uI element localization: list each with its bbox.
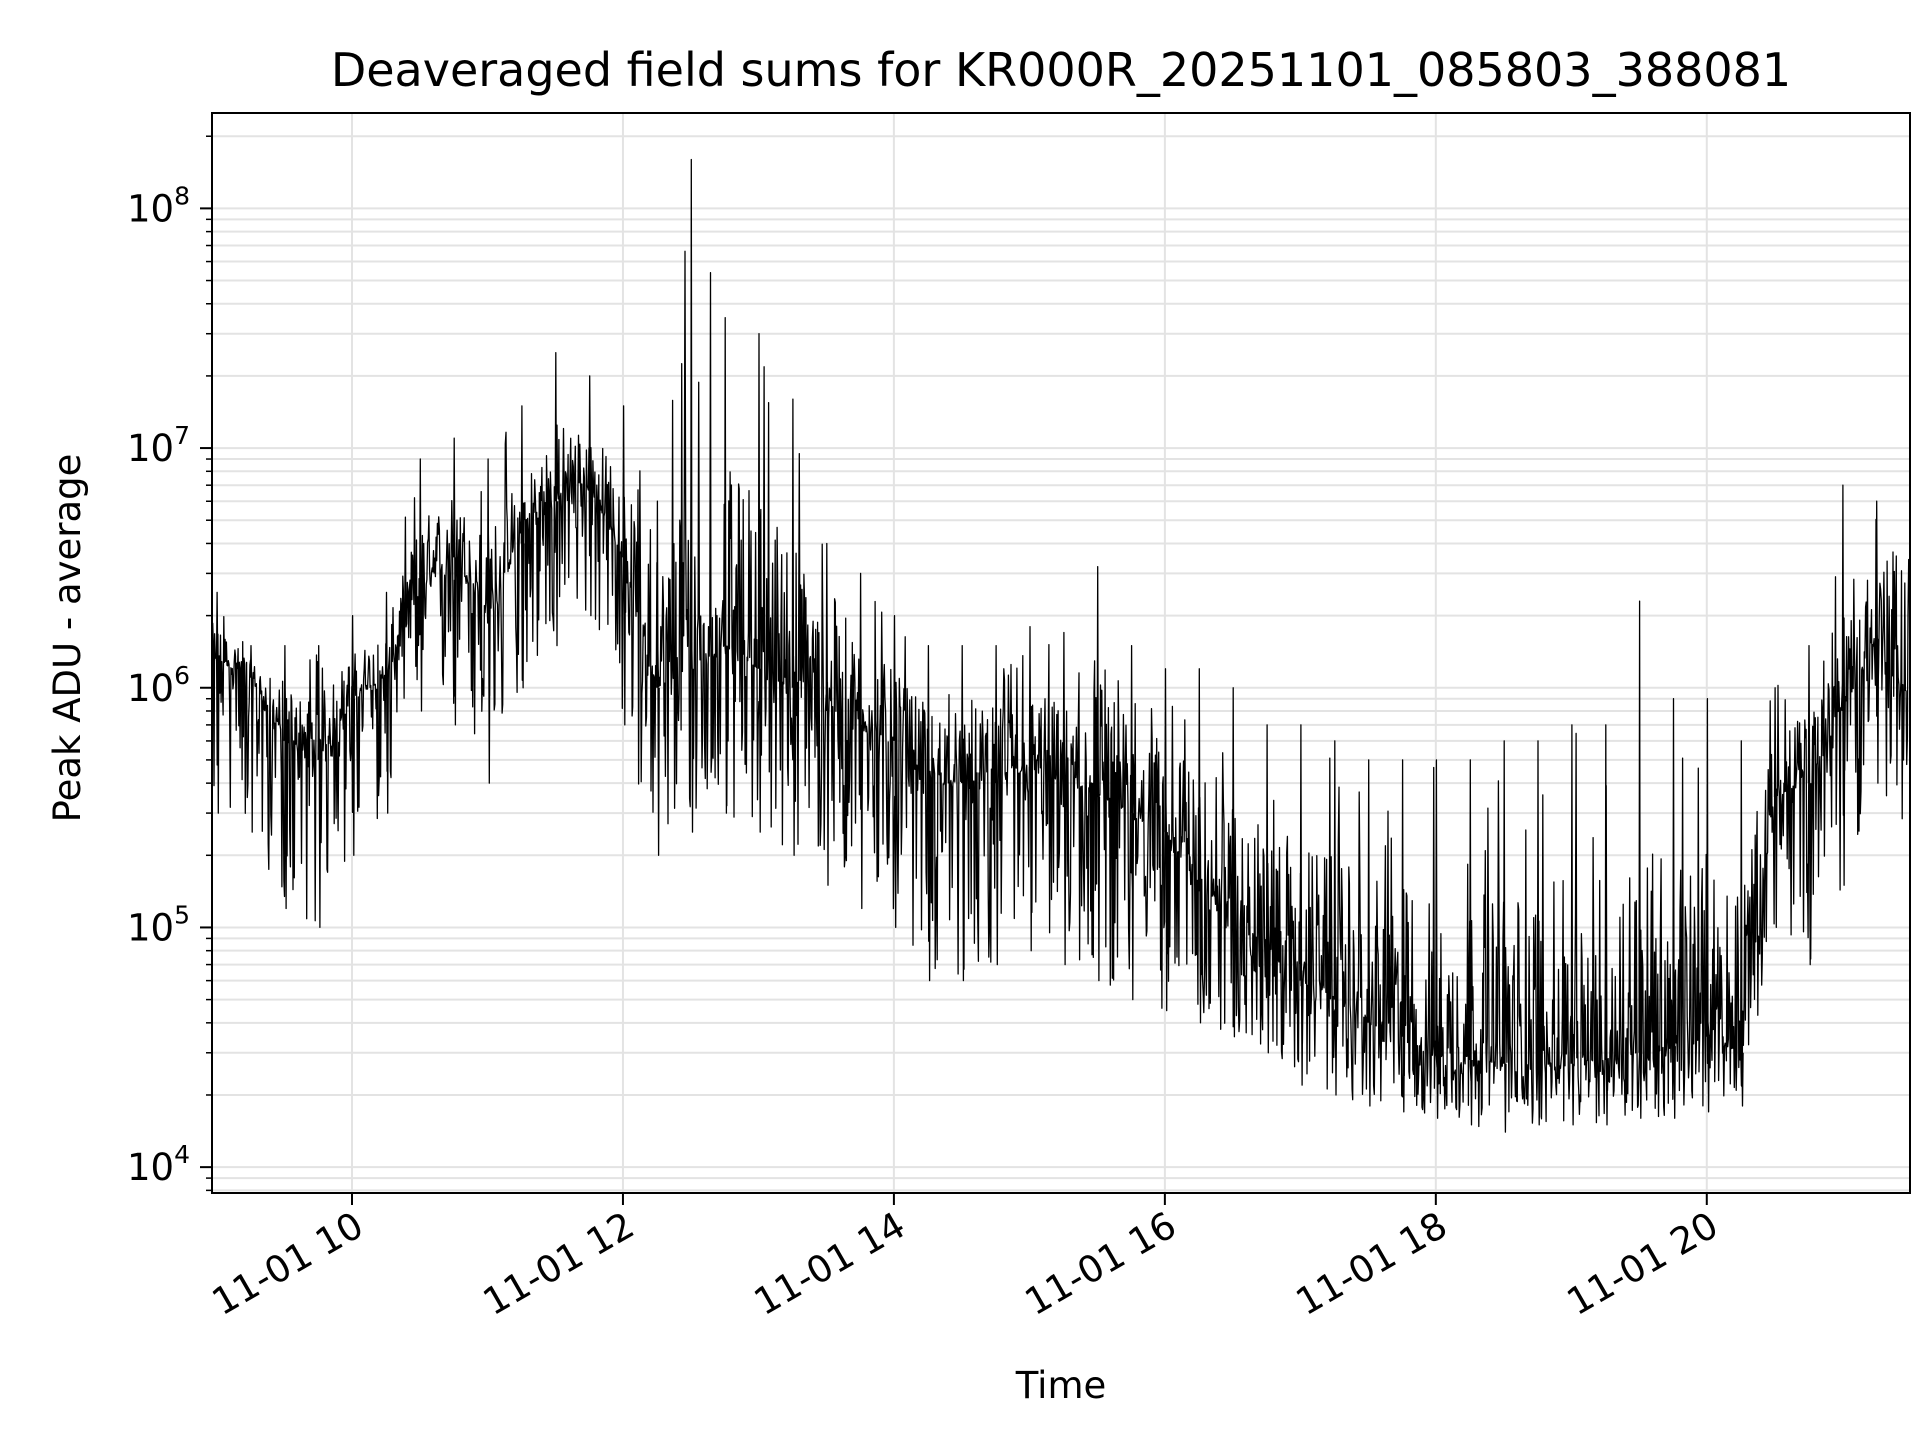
x-axis-label: Time [1015, 1364, 1107, 1407]
chart-title: Deaveraged field sums for KR000R_2025110… [331, 43, 1791, 97]
y-tick-label: 105 [127, 900, 190, 949]
y-tick-label: 107 [127, 421, 190, 470]
plot-frame [211, 112, 1911, 1194]
y-tick-label: 106 [127, 661, 190, 710]
series-line [212, 158, 1910, 1133]
grid [212, 113, 1910, 1193]
y-axis: 104 105 106 107 108 [127, 135, 212, 1192]
y-tick-label: 104 [127, 1140, 190, 1189]
y-tick-label: 108 [127, 181, 190, 230]
series-layer [212, 158, 1910, 1133]
y-axis-label: Peak ADU - average [46, 454, 89, 823]
